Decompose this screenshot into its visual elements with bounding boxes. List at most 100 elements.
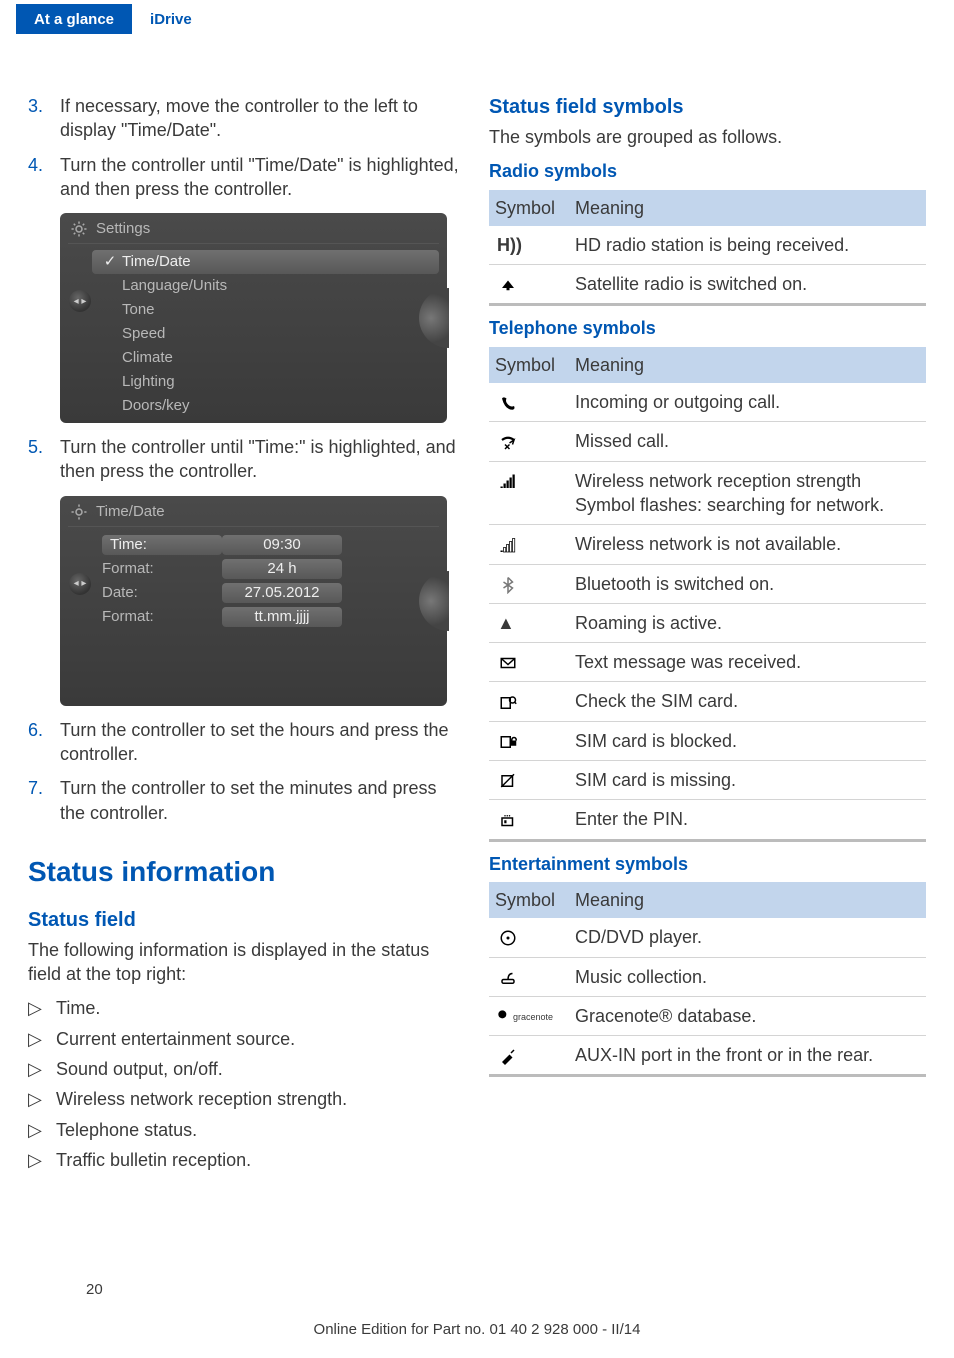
hd-radio-icon: H)) (489, 226, 569, 265)
table-cell: Roaming is active. (569, 603, 926, 642)
table-cell: SIM card is missing. (569, 761, 926, 800)
idrive-menu-label: Language/Units (122, 276, 227, 296)
step-text: If necessary, move the controller to the… (60, 94, 465, 143)
header-section-label: iDrive (132, 4, 192, 34)
satellite-icon (489, 265, 569, 305)
table-cell: AUX-IN port in the front or in the rear. (569, 1036, 926, 1076)
step-text: Turn the controller until "Time/Date" is… (60, 153, 465, 202)
table-cell: Check the SIM card. (569, 682, 926, 721)
telephone-symbols-table: Symbol Meaning Incoming or outgoing call… (489, 347, 926, 842)
idrive-kv-value: 09:30 (222, 535, 342, 555)
entertainment-symbols-table: Symbol Meaning CD/DVD player. Music coll… (489, 882, 926, 1077)
table-cell: CD/DVD player. (569, 918, 926, 957)
footer-line: Online Edition for Part no. 01 40 2 928 … (0, 1320, 954, 1340)
no-signal-icon (489, 525, 569, 564)
subsection-title: Status field (28, 907, 465, 934)
idrive-menu-list: ✓Time/Date Language/Units Tone Speed Cli… (92, 250, 439, 418)
idrive-menu-item: Speed (92, 322, 439, 346)
table-cell: Enter the PIN. (569, 800, 926, 840)
table-header: Meaning (569, 882, 926, 918)
list-item-text: Current entertainment source. (56, 1027, 295, 1051)
table-row: gracenoteGracenote® database. (489, 996, 926, 1035)
table-row: Satellite radio is switched on. (489, 265, 926, 305)
table-header: Symbol (489, 190, 569, 226)
idrive-menu-label: Speed (122, 324, 165, 344)
subsection-title: Status field symbols (489, 94, 926, 121)
idrive-menu-item: Lighting (92, 370, 439, 394)
step: 5. Turn the controller until "Time:" is … (28, 435, 465, 484)
list-item-text: Telephone status. (56, 1118, 197, 1142)
entertainment-symbols-title: Entertainment symbols (489, 852, 926, 876)
idrive-menu-label: Tone (122, 300, 155, 320)
idrive-scroll-indicator: ◂ ▸ (69, 573, 91, 595)
page-number: 20 (86, 1280, 103, 1300)
list-item-text: Sound output, on/off. (56, 1057, 223, 1081)
status-intro: The following information is displayed i… (28, 938, 465, 987)
list-item-text: Traffic bulletin reception. (56, 1148, 251, 1172)
intro-text: The symbols are grouped as follows. (489, 125, 926, 149)
table-row: SIM card is blocked. (489, 721, 926, 760)
gracenote-icon: gracenote (489, 996, 569, 1035)
triangle-bullet-icon: ▷ (28, 1027, 44, 1051)
table-cell: Text message was received. (569, 643, 926, 682)
table-row: Incoming or outgoing call. (489, 383, 926, 422)
step: 4. Turn the controller until "Time/Date"… (28, 153, 465, 202)
disc-icon (489, 918, 569, 957)
list-item: ▷Wireless network reception strength. (28, 1087, 465, 1111)
idrive-menu-label: Lighting (122, 372, 175, 392)
gear-icon (68, 219, 90, 239)
triangle-bullet-icon: ▷ (28, 1118, 44, 1142)
list-item: ▷Sound output, on/off. (28, 1057, 465, 1081)
table-row: Music collection. (489, 957, 926, 996)
idrive-kv-value: 24 h (222, 559, 342, 579)
aux-in-icon (489, 1036, 569, 1076)
idrive-menu-label: Doors/key (122, 396, 190, 416)
idrive-kv-row: Format:24 h (92, 557, 439, 581)
idrive-menu-label: Climate (122, 348, 173, 368)
idrive-title-row: Settings (68, 219, 439, 244)
step-number: 3. (28, 94, 48, 143)
roaming-icon: ▲ (489, 603, 569, 642)
table-row: Missed call. (489, 422, 926, 461)
idrive-kv-value: 27.05.2012 (222, 583, 342, 603)
idrive-kv-key: Date: (102, 583, 222, 603)
right-column: Status field symbols The symbols are gro… (489, 94, 926, 1178)
status-list: ▷Time. ▷Current entertainment source. ▷S… (28, 996, 465, 1172)
table-row: Wireless network is not available. (489, 525, 926, 564)
idrive-menu-item: Doors/key (92, 394, 439, 418)
check-icon: ✓ (102, 252, 118, 272)
sim-pin-icon (489, 800, 569, 840)
table-row: Enter the PIN. (489, 800, 926, 840)
idrive-scroll-indicator: ◂ ▸ (69, 290, 91, 312)
header-bar: At a glance iDrive (16, 4, 954, 34)
table-row: Check the SIM card. (489, 682, 926, 721)
sim-missing-icon (489, 761, 569, 800)
step: 6. Turn the controller to set the hours … (28, 718, 465, 767)
step-number: 4. (28, 153, 48, 202)
table-row: ▲Roaming is active. (489, 603, 926, 642)
list-item: ▷ Current entertainment source. (28, 1027, 465, 1051)
idrive-kv-row: Time:09:30 (92, 533, 439, 557)
steps-group-a: 3. If necessary, move the controller to … (28, 94, 465, 201)
phone-icon (489, 383, 569, 422)
step-text: Turn the controller until "Time:" is hig… (60, 435, 465, 484)
table-cell: Gracenote® database. (569, 996, 926, 1035)
idrive-menu-item: Language/Units (92, 274, 439, 298)
idrive-kv-key: Format: (102, 607, 222, 627)
music-collection-icon (489, 957, 569, 996)
signal-icon (489, 461, 569, 525)
table-cell: Wireless network is not available. (569, 525, 926, 564)
idrive-kv-value: tt.mm.jjjj (222, 607, 342, 627)
table-header: Meaning (569, 190, 926, 226)
table-row: Text message was received. (489, 643, 926, 682)
step-text: Turn the controller to set the hours and… (60, 718, 465, 767)
table-row: CD/DVD player. (489, 918, 926, 957)
message-icon (489, 643, 569, 682)
table-cell: HD radio station is being received. (569, 226, 926, 265)
triangle-bullet-icon: ▷ (28, 996, 44, 1020)
step-number: 5. (28, 435, 48, 484)
idrive-title-text: Time/Date (96, 502, 165, 522)
section-title: Status information (28, 853, 465, 891)
table-cell: SIM card is blocked. (569, 721, 926, 760)
bluetooth-icon (489, 564, 569, 603)
